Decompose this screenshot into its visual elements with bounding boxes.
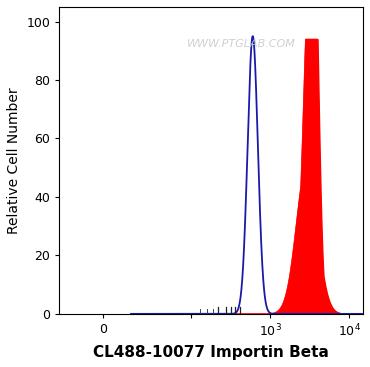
X-axis label: CL488-10077 Importin Beta: CL488-10077 Importin Beta [93,345,329,360]
Text: WWW.PTGLAB.COM: WWW.PTGLAB.COM [187,39,296,49]
Y-axis label: Relative Cell Number: Relative Cell Number [7,87,21,234]
